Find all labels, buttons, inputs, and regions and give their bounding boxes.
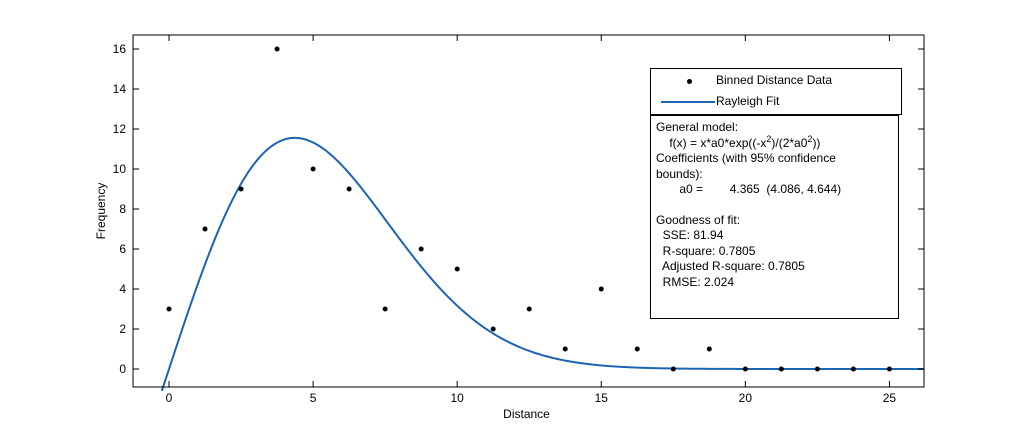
fit-line: General model:: [656, 120, 739, 134]
legend-label-fit: Rayleigh Fit: [716, 94, 780, 109]
y-tick-label: 12: [113, 122, 127, 136]
data-point: [670, 366, 676, 372]
fit-line: bounds):: [656, 166, 703, 181]
fit-sse: SSE: 81.94: [656, 228, 724, 242]
x-tick-label: 10: [451, 391, 465, 405]
data-point: [706, 346, 712, 352]
data-point: [202, 226, 208, 232]
x-tick-label: 25: [883, 391, 897, 405]
formula-exp: 2: [766, 133, 772, 144]
formula-part: )): [812, 135, 821, 150]
legend-item-data: Binned Distance Data: [651, 71, 832, 91]
y-tick-label: 4: [119, 282, 126, 296]
data-point: [238, 186, 244, 192]
data-point: [886, 366, 892, 372]
x-tick-label: 5: [310, 391, 317, 405]
x-tick-label: 20: [739, 391, 753, 405]
y-tick-label: 16: [113, 42, 127, 56]
axes-box: [132, 34, 925, 388]
fit-coefficient: a0 = 4.365 (4.086, 4.644): [656, 182, 842, 196]
fit-curve: [160, 136, 924, 392]
x-tick-label: 15: [595, 391, 609, 405]
data-point: [346, 186, 352, 192]
data-point: [598, 286, 604, 292]
data-point: [850, 366, 856, 372]
data-point: [562, 346, 568, 352]
x-axis-label: Distance: [503, 407, 550, 421]
fit-line: Goodness of fit:: [656, 212, 741, 227]
fit-rmse: RMSE: 2.024: [656, 274, 735, 289]
fit-adj-rsquare: Adjusted R-square: 0.7805: [656, 259, 805, 273]
legend-marker-dot: [651, 71, 716, 91]
y-tick-label: 0: [119, 362, 126, 376]
legend-marker-line: [651, 92, 716, 112]
data-point: [490, 326, 496, 332]
data-point: [274, 46, 280, 52]
data-point: [454, 266, 460, 272]
fit-rsquare: R-square: 0.7805: [656, 243, 756, 258]
data-point: [814, 366, 820, 372]
legend-label-data: Binned Distance Data: [716, 73, 833, 88]
fit-line: Coefficients (with 95% confidence: [656, 151, 836, 165]
y-tick-label: 10: [113, 162, 127, 176]
data-point: [526, 306, 532, 312]
legend-item-fit: Rayleigh Fit: [651, 92, 779, 112]
y-tick-label: 14: [113, 82, 127, 96]
formula-part: f(x) = x*a0*exp((-x: [656, 135, 767, 150]
data-point: [382, 306, 388, 312]
y-axis-label: Frequency: [94, 183, 108, 240]
data-point: [778, 366, 784, 372]
data-point: [310, 166, 316, 172]
data-point: [418, 246, 424, 252]
formula-exp: 2: [807, 133, 813, 144]
formula-part: )/(2*a0: [771, 135, 808, 150]
data-point: [742, 366, 748, 372]
y-tick-label: 2: [119, 322, 126, 336]
data-point: [166, 306, 172, 312]
fit-formula: f(x) = x*a0*exp((-x2)/(2*a02)): [656, 133, 898, 152]
data-point: [634, 346, 640, 352]
fit-results-box: General model: f(x) = x*a0*exp((-x2)/(2*…: [650, 115, 899, 319]
y-tick-label: 6: [119, 242, 126, 256]
x-tick-label: 0: [166, 391, 173, 405]
legend: Binned Distance Data Rayleigh Fit: [650, 68, 902, 115]
y-tick-label: 8: [119, 202, 126, 216]
